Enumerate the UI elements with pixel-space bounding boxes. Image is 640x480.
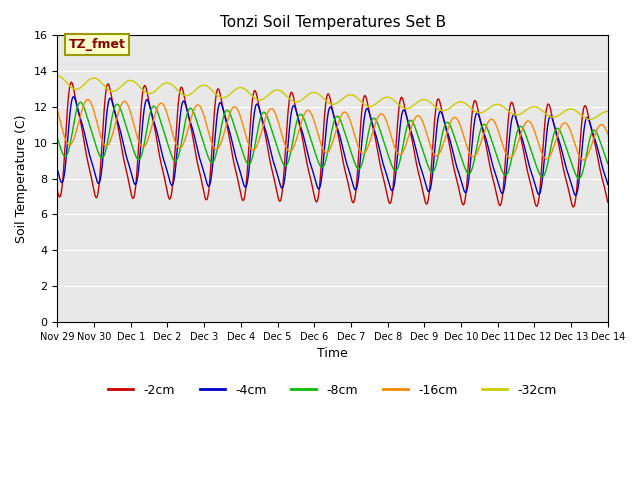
Text: TZ_fmet: TZ_fmet [68, 38, 125, 51]
Y-axis label: Soil Temperature (C): Soil Temperature (C) [15, 114, 28, 243]
X-axis label: Time: Time [317, 347, 348, 360]
Legend: -2cm, -4cm, -8cm, -16cm, -32cm: -2cm, -4cm, -8cm, -16cm, -32cm [104, 379, 562, 402]
Title: Tonzi Soil Temperatures Set B: Tonzi Soil Temperatures Set B [220, 15, 445, 30]
